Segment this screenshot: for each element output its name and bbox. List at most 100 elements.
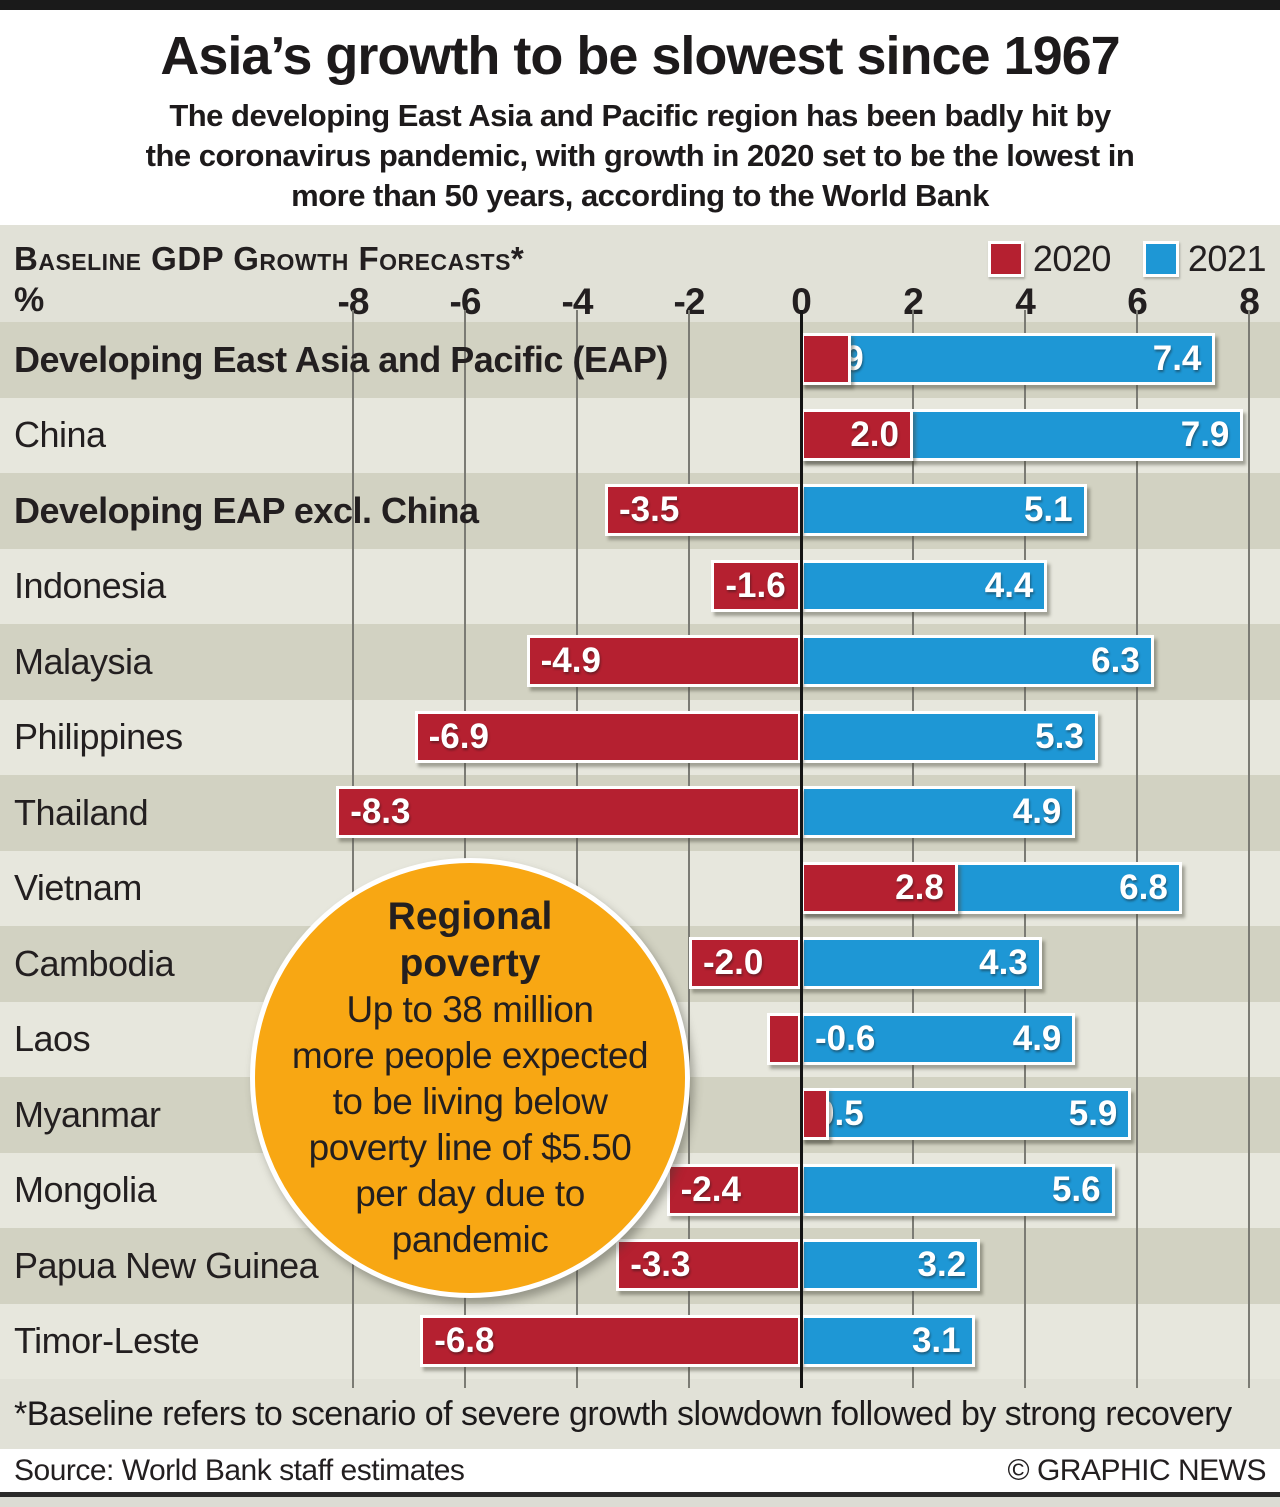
callout-title-line: Regional xyxy=(387,895,553,938)
bar-value-2020: 2.0 xyxy=(850,414,899,454)
bar-value-2020: -6.8 xyxy=(434,1320,495,1360)
chart-row-malaysia: Malaysia 6.3 -4.9 xyxy=(0,624,1280,700)
chart-row-developing-eap-excl-china: Developing EAP excl. China 5.1 -3.5 xyxy=(0,473,1280,549)
row-label: Malaysia xyxy=(14,640,153,682)
axis-tick-label: 2 xyxy=(903,281,924,322)
bar-2021: 4.4 xyxy=(801,559,1048,612)
row-label: Developing East Asia and Pacific (EAP) xyxy=(14,338,668,380)
bar-value-2021: 4.9 xyxy=(1012,792,1062,831)
bar-value-2021: 6.8 xyxy=(1119,867,1168,907)
bar-2021: 5.3 xyxy=(801,710,1098,763)
chart-panel: Baseline GDP Growth Forecasts* 2020 2021 … xyxy=(0,225,1280,1449)
subtitle-line: The developing East Asia and Pacific reg… xyxy=(169,98,1111,133)
row-label: Philippines xyxy=(14,716,183,758)
bar-value-2021: 5.9 xyxy=(1068,1094,1118,1133)
zero-line xyxy=(799,310,803,1388)
subtitle-line: the coronavirus pandemic, with growth in… xyxy=(145,138,1135,173)
page-title: Asia’s growth to be slowest since 1967 xyxy=(160,26,1120,86)
bar-2021: 6.3 xyxy=(801,635,1154,687)
bar-value-2021: 3.1 xyxy=(911,1320,961,1360)
regional-poverty-callout: Regional poverty Up to 38 million more peop… xyxy=(250,858,690,1298)
bar-2021: 0.5 5.9 xyxy=(801,1088,1132,1140)
source-bar: Source: World Bank staff estimates © GRA… xyxy=(0,1449,1280,1492)
callout-body-line: per day due to xyxy=(355,1173,585,1214)
bar-2020 xyxy=(767,1012,801,1065)
bar-2021: 5.6 xyxy=(801,1163,1115,1216)
bar-value-2020: -3.5 xyxy=(619,490,680,529)
axis-tick-label: 4 xyxy=(1015,281,1036,322)
chart-row-vietnam: Vietnam 6.8 2.8 xyxy=(0,850,1280,926)
bar-2020: -3.5 xyxy=(605,484,801,536)
bar-value-2021: 7.9 xyxy=(1180,414,1230,454)
bar-2020: -2.4 xyxy=(666,1163,801,1216)
bar-2020 xyxy=(801,333,852,385)
page-subtitle: The developing East Asia and Pacific reg… xyxy=(20,96,1260,216)
bar-2020: 2.8 xyxy=(801,861,958,914)
bar-2020: -4.9 xyxy=(526,635,801,687)
row-label: Laos xyxy=(14,1018,91,1060)
bar-2021: 4.9 xyxy=(801,786,1076,838)
bottom-strip xyxy=(0,1497,1280,1507)
bar-2020: -1.6 xyxy=(711,559,801,612)
x-axis: % -8 -6 -4 -2 0 2 4 6 8 xyxy=(0,281,1280,322)
footnote-band: *Baseline refers to scenario of severe g… xyxy=(0,1379,1280,1449)
gridline xyxy=(1248,310,1250,1388)
bar-value-2020: -2.4 xyxy=(680,1169,741,1209)
bar-2020: -6.8 xyxy=(420,1314,801,1367)
bar-value-2021: 4.9 xyxy=(1012,1018,1062,1058)
chart-row-philippines: Philippines 5.3 -6.9 xyxy=(0,699,1280,775)
gridline xyxy=(464,310,466,1388)
chart-panel-header: Baseline GDP Growth Forecasts* 2020 2021 xyxy=(0,237,1280,281)
bottom-rule xyxy=(0,1492,1280,1497)
bar-2020: 2.0 xyxy=(801,408,913,461)
callout-body-line: to be living below xyxy=(332,1081,608,1122)
row-label: Mongolia xyxy=(14,1169,157,1211)
chart-row-thailand: Thailand 4.9 -8.3 xyxy=(0,775,1280,851)
row-label: Papua New Guinea xyxy=(14,1244,319,1286)
top-black-bar xyxy=(0,0,1280,10)
chart-row-papua-new-guinea: Papua New Guinea 3.2 -3.3 xyxy=(0,1228,1280,1304)
legend-swatch-2021 xyxy=(1142,241,1179,277)
axis-tick-label: 6 xyxy=(1127,281,1148,322)
chart-row-timor-leste: Timor-Leste 3.1 -6.8 xyxy=(0,1303,1280,1379)
credit-label: © GRAPHIC NEWS xyxy=(1007,1453,1267,1487)
chart-row-indonesia: Indonesia 4.4 -1.6 xyxy=(0,548,1280,624)
bar-2021: 3.1 xyxy=(801,1314,975,1367)
row-label: Timor-Leste xyxy=(14,1320,200,1362)
row-label: Cambodia xyxy=(14,942,175,984)
bar-value-2020: -0.6 xyxy=(815,1018,876,1058)
bar-value-2020: -8.3 xyxy=(350,792,411,831)
gridline xyxy=(1024,310,1026,1388)
legend-item-2021: 2021 xyxy=(1142,238,1267,280)
bar-value-2021: 6.3 xyxy=(1091,641,1140,680)
gridline xyxy=(688,310,690,1388)
gridline xyxy=(352,310,354,1388)
axis-unit-label: % xyxy=(14,281,45,319)
source-label: Source: World Bank staff estimates xyxy=(14,1453,465,1487)
bar-value-2021: 4.4 xyxy=(984,565,1034,605)
bar-2020: -6.9 xyxy=(414,710,801,763)
bar-value-2021: 5.6 xyxy=(1051,1169,1101,1209)
callout-body-line: poverty line of $5.50 xyxy=(308,1127,632,1168)
bar-value-2020: -2.0 xyxy=(703,943,764,982)
bar-2020 xyxy=(801,1088,829,1140)
bar-2021: 0.97.4 xyxy=(801,333,1216,385)
bar-value-2021: 5.1 xyxy=(1023,490,1073,529)
bar-2021: -0.6 4.9 xyxy=(801,1012,1076,1065)
bar-2020: -8.3 xyxy=(336,786,801,838)
callout-body-line: Up to 38 million xyxy=(346,989,594,1030)
row-label: Vietnam xyxy=(14,867,142,909)
gridline xyxy=(576,310,578,1388)
row-label: Indonesia xyxy=(14,565,166,607)
title-block: Asia’s growth to be slowest since 1967 T… xyxy=(0,10,1280,225)
legend-swatch-2020 xyxy=(987,241,1024,277)
axis-tick-label: 8 xyxy=(1239,281,1260,322)
row-label: Myanmar xyxy=(14,1093,161,1135)
bar-2020: -2.0 xyxy=(689,937,801,989)
bar-value-2021: 7.4 xyxy=(1152,339,1202,378)
callout-body-line: pandemic xyxy=(391,1219,549,1260)
bar-value-2020: -6.9 xyxy=(428,716,489,756)
bar-value-2020: -3.3 xyxy=(630,1245,691,1284)
bar-value-2020: 2.8 xyxy=(895,867,944,907)
chart-title: Baseline GDP Growth Forecasts* xyxy=(14,240,525,277)
